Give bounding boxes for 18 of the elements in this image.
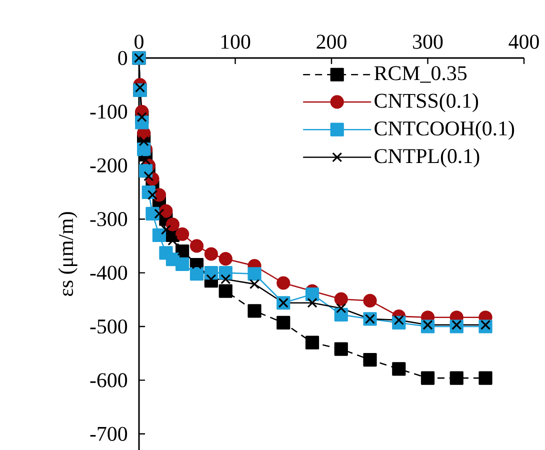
y-axis-title: εs (μm/m) — [58, 212, 78, 296]
y-tick-label: -500 — [90, 319, 128, 334]
legend-label: CNTSS(0.1) — [374, 93, 478, 112]
y-tick-label: -700 — [90, 426, 128, 441]
y-tick-label: -100 — [90, 104, 128, 119]
x-tick-label: 300 — [413, 34, 443, 49]
legend-label: CNTPL(0.1) — [374, 148, 480, 168]
y-tick-label: -200 — [90, 158, 128, 172]
x-tick-label: 100 — [221, 34, 250, 49]
x-tick-label: 200 — [316, 34, 346, 49]
y-tick-label: 0 — [118, 50, 128, 66]
x-tick-label: 0 — [134, 34, 144, 49]
x-tick-label: 400 — [508, 34, 539, 49]
y-tick-label: -400 — [90, 266, 128, 280]
y-tick-label: -300 — [90, 212, 128, 226]
legend-label: CNTCOOH(0.1) — [374, 120, 514, 140]
y-tick-label: -600 — [90, 373, 128, 388]
legend-label: RCM_0.35 — [374, 66, 467, 83]
